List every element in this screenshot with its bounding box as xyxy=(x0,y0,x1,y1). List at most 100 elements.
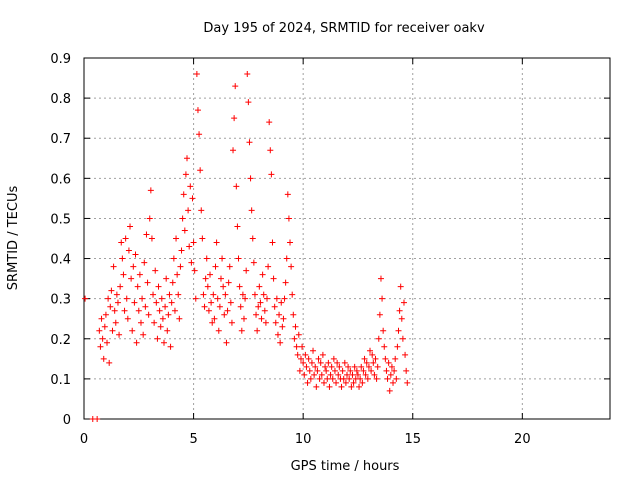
data-point xyxy=(387,371,394,378)
data-point xyxy=(290,311,297,318)
data-point xyxy=(238,327,245,334)
data-point xyxy=(358,363,365,370)
data-point xyxy=(230,147,237,154)
data-point xyxy=(363,359,370,366)
data-point xyxy=(225,279,232,286)
data-point xyxy=(222,291,229,298)
data-point xyxy=(367,347,374,354)
data-point xyxy=(227,299,234,306)
data-point xyxy=(348,383,355,390)
data-point xyxy=(267,147,274,154)
data-point xyxy=(214,295,221,302)
data-point xyxy=(285,215,292,222)
data-point xyxy=(304,379,311,386)
data-point xyxy=(403,367,410,374)
data-point xyxy=(189,195,196,202)
data-point xyxy=(244,71,251,78)
data-point xyxy=(153,299,160,306)
data-point xyxy=(342,379,349,386)
data-point xyxy=(282,279,289,286)
data-point xyxy=(121,307,128,314)
data-point xyxy=(159,315,166,322)
data-point xyxy=(216,303,223,310)
data-point xyxy=(388,363,395,370)
data-point xyxy=(119,255,126,262)
data-point xyxy=(404,379,411,386)
data-point xyxy=(370,359,377,366)
data-point xyxy=(392,355,399,362)
data-point xyxy=(251,291,258,298)
data-point xyxy=(118,239,125,246)
data-point xyxy=(334,359,341,366)
data-point xyxy=(199,235,206,242)
data-point xyxy=(233,183,240,190)
data-point xyxy=(270,275,277,282)
data-point xyxy=(291,335,298,342)
data-point xyxy=(234,223,241,230)
data-point xyxy=(180,191,187,198)
x-tick-label: 20 xyxy=(514,432,531,447)
data-point xyxy=(288,263,295,270)
data-point xyxy=(120,271,127,278)
data-point xyxy=(373,375,380,382)
data-point xyxy=(146,215,153,222)
y-tick-label: 0.4 xyxy=(50,253,71,268)
data-point xyxy=(239,291,246,298)
data-point xyxy=(283,255,290,262)
data-point xyxy=(215,327,222,334)
data-point xyxy=(346,375,353,382)
data-point xyxy=(226,263,233,270)
data-point xyxy=(380,327,387,334)
data-point xyxy=(324,375,331,382)
data-point xyxy=(279,323,286,330)
data-point xyxy=(350,379,357,386)
data-point xyxy=(289,291,296,298)
data-point xyxy=(210,291,217,298)
data-point xyxy=(294,351,301,358)
data-point xyxy=(320,379,327,386)
y-tick-label: 0.8 xyxy=(50,92,71,107)
data-point xyxy=(128,275,135,282)
data-point xyxy=(311,371,318,378)
data-point xyxy=(396,307,403,314)
data-point xyxy=(281,295,288,302)
data-point xyxy=(156,307,163,314)
data-point xyxy=(398,315,405,322)
data-point xyxy=(211,315,218,322)
data-point xyxy=(97,343,104,350)
data-point xyxy=(113,291,120,298)
data-point xyxy=(347,367,354,374)
data-point xyxy=(268,171,275,178)
data-point xyxy=(312,363,319,370)
y-tick-label: 0.2 xyxy=(50,333,71,348)
x-tick-label: 10 xyxy=(295,432,312,447)
data-point xyxy=(276,311,283,318)
data-point xyxy=(255,303,262,310)
data-point xyxy=(364,375,371,382)
data-point xyxy=(333,379,340,386)
data-point xyxy=(371,371,378,378)
data-point xyxy=(259,271,266,278)
data-point xyxy=(284,191,291,198)
data-point xyxy=(308,359,315,366)
data-point xyxy=(205,307,212,314)
data-point xyxy=(245,99,252,106)
data-point xyxy=(137,319,144,326)
data-point xyxy=(174,271,181,278)
data-point xyxy=(184,155,191,162)
data-point xyxy=(190,239,197,246)
data-point xyxy=(198,207,205,214)
y-tick-label: 0.7 xyxy=(50,132,71,147)
data-point xyxy=(345,363,352,370)
data-point xyxy=(301,371,308,378)
data-point xyxy=(303,363,310,370)
x-tick-label: 5 xyxy=(189,432,197,447)
data-point xyxy=(192,295,199,302)
data-point xyxy=(106,359,113,366)
data-point xyxy=(163,275,170,282)
data-point xyxy=(242,295,249,302)
data-point xyxy=(383,367,390,374)
data-point xyxy=(104,339,111,346)
data-point xyxy=(154,335,161,342)
